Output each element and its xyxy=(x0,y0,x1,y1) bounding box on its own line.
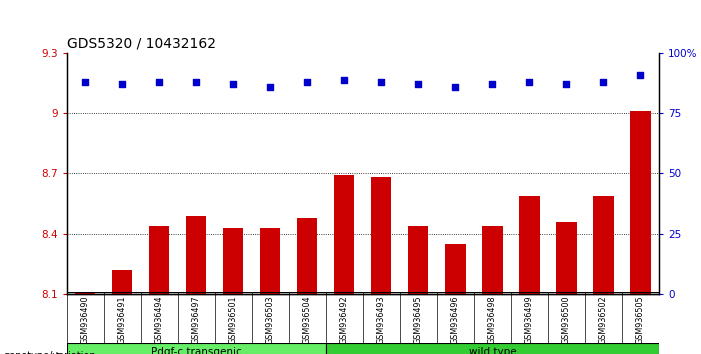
Bar xyxy=(482,225,503,294)
Text: GSM936492: GSM936492 xyxy=(340,295,349,344)
Text: GSM936500: GSM936500 xyxy=(562,295,571,344)
Bar xyxy=(445,244,465,294)
Text: GSM936495: GSM936495 xyxy=(414,295,423,344)
Point xyxy=(413,81,424,87)
Text: GDS5320 / 10432162: GDS5320 / 10432162 xyxy=(67,36,216,51)
Text: genotype/variation: genotype/variation xyxy=(4,351,96,354)
Point xyxy=(264,84,275,90)
Bar xyxy=(223,228,243,294)
Bar xyxy=(408,225,428,294)
Point xyxy=(486,81,498,87)
Point xyxy=(635,72,646,78)
Point xyxy=(154,79,165,85)
Text: GSM936496: GSM936496 xyxy=(451,295,460,344)
Bar xyxy=(519,195,540,294)
Bar xyxy=(334,176,355,294)
Text: GSM936504: GSM936504 xyxy=(303,295,312,344)
Bar xyxy=(260,228,280,294)
Point xyxy=(450,84,461,90)
Text: GSM936497: GSM936497 xyxy=(191,295,200,344)
Bar xyxy=(112,270,132,294)
Point xyxy=(301,79,313,85)
Bar xyxy=(371,177,391,294)
Point xyxy=(339,77,350,82)
Bar xyxy=(149,225,170,294)
Text: GSM936493: GSM936493 xyxy=(376,295,386,344)
Point xyxy=(524,79,535,85)
Point xyxy=(79,79,90,85)
Bar xyxy=(186,216,206,294)
Point xyxy=(561,81,572,87)
Text: wild type: wild type xyxy=(468,347,516,354)
Text: GSM936503: GSM936503 xyxy=(266,295,275,344)
Point xyxy=(116,81,128,87)
Bar xyxy=(593,195,613,294)
Text: Pdgf-c transgenic: Pdgf-c transgenic xyxy=(151,347,242,354)
Text: GSM936505: GSM936505 xyxy=(636,295,645,344)
Text: GSM936501: GSM936501 xyxy=(229,295,238,344)
Bar xyxy=(630,111,651,294)
Point xyxy=(228,81,239,87)
Bar xyxy=(67,343,326,354)
Text: GSM936494: GSM936494 xyxy=(155,295,163,344)
Bar xyxy=(297,218,318,294)
Bar xyxy=(556,222,576,294)
Text: GSM936490: GSM936490 xyxy=(81,295,90,344)
Point xyxy=(598,79,609,85)
Text: GSM936499: GSM936499 xyxy=(525,295,534,344)
Point xyxy=(376,79,387,85)
Bar xyxy=(326,343,659,354)
Text: GSM936498: GSM936498 xyxy=(488,295,497,344)
Bar xyxy=(75,292,95,294)
Text: GSM936491: GSM936491 xyxy=(118,295,127,344)
Text: GSM936502: GSM936502 xyxy=(599,295,608,344)
Point xyxy=(191,79,202,85)
